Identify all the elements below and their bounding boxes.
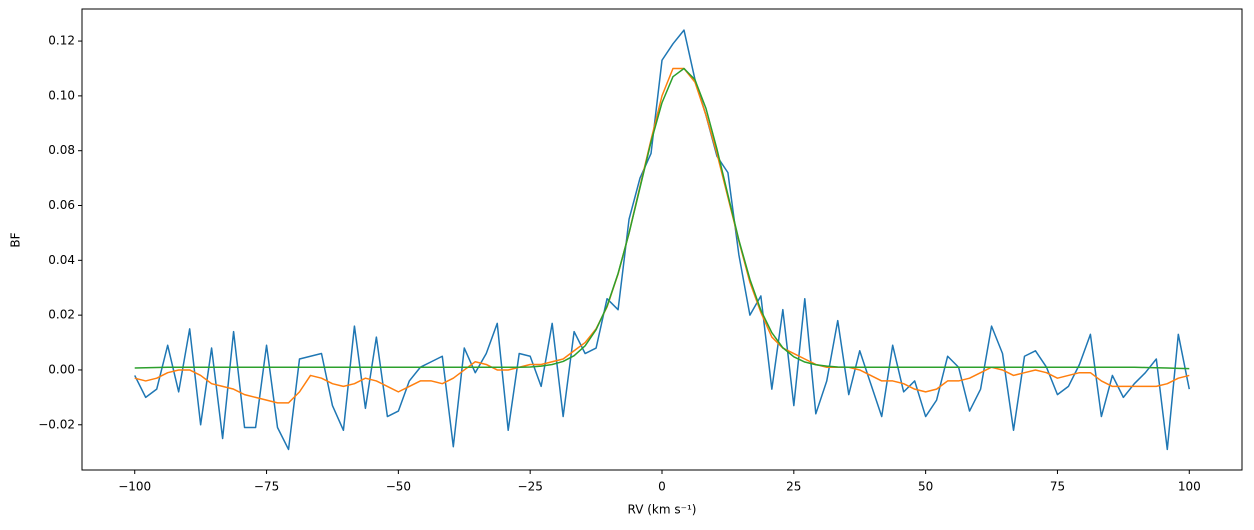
y-tick-label: 0.00 <box>48 362 75 376</box>
x-tick-label: −25 <box>518 480 543 494</box>
x-tick-label: 100 <box>1178 480 1201 494</box>
x-tick-label: −100 <box>118 480 151 494</box>
x-tick-label: 0 <box>658 480 666 494</box>
x-axis-label: RV (km s⁻¹) <box>628 503 697 517</box>
axes-frame <box>81 8 1243 471</box>
y-tick-label: 0.06 <box>48 198 75 212</box>
x-tick-label: −75 <box>254 480 279 494</box>
x-tick-label: 50 <box>918 480 933 494</box>
y-tick-label: −0.02 <box>38 417 75 431</box>
y-tick-label: 0.10 <box>48 88 75 102</box>
x-tick-label: 75 <box>1050 480 1065 494</box>
data-line <box>134 67 1190 404</box>
data-line <box>134 67 1190 370</box>
y-tick-label: 0.02 <box>48 308 75 322</box>
data-line <box>134 29 1191 451</box>
y-axis-label: BF <box>9 232 23 247</box>
x-tick-label: 25 <box>786 480 801 494</box>
x-tick-label: −50 <box>386 480 411 494</box>
y-tick-label: 0.12 <box>48 34 75 48</box>
y-tick-label: 0.08 <box>48 143 75 157</box>
y-tick-label: 0.04 <box>48 253 75 267</box>
